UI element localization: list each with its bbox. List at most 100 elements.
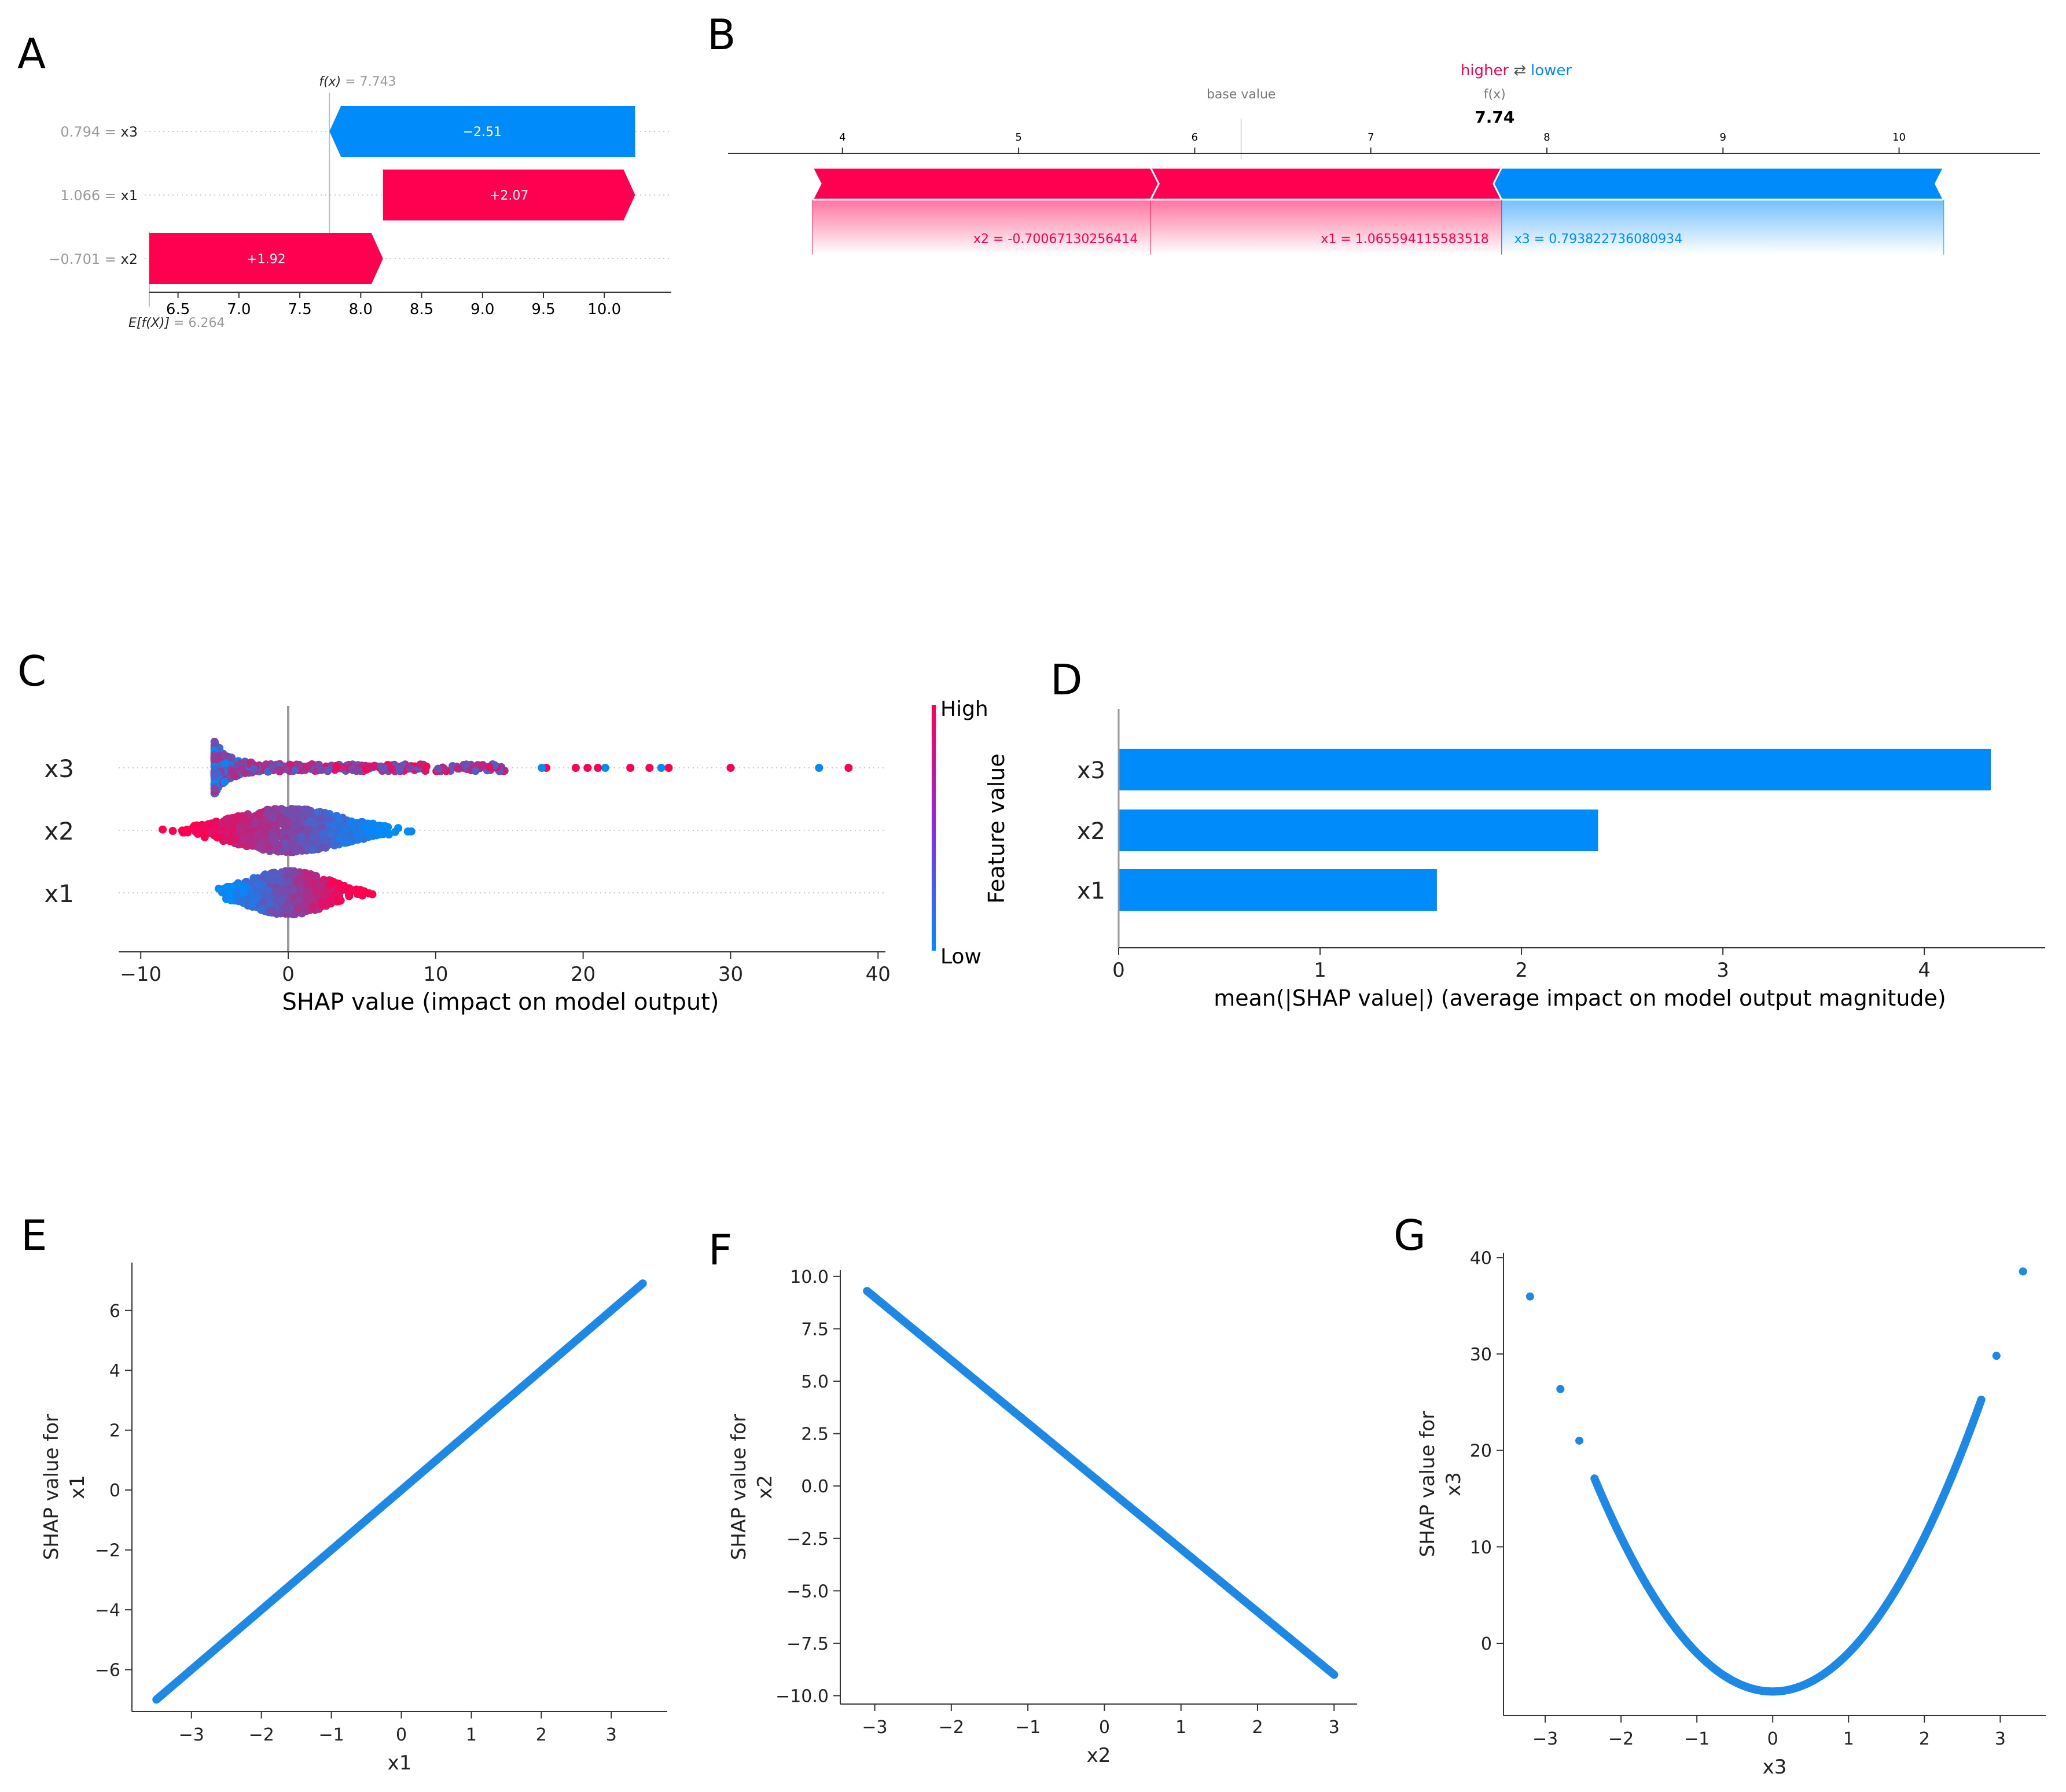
beeswarm-point-x1 [226,896,234,904]
feature-name: x2 [121,251,138,267]
x-tick-label: 8 [1543,131,1550,143]
beeswarm-point-x1 [265,899,274,908]
beeswarm-point-x1 [345,892,354,900]
beeswarm-point-x3 [227,753,236,762]
equals-sign: = [100,251,120,267]
y-axis-title-line1: SHAP value for [1416,1411,1439,1557]
dependence-point [1947,1474,1955,1483]
dependence-point [863,1287,872,1296]
y-tick-label: 20 [1470,1441,1492,1462]
beeswarm-point-x1 [284,877,292,885]
beeswarm-point-x3 [462,760,470,769]
x-tick-label: 0 [282,963,295,986]
beeswarm-point-x1 [262,891,271,900]
beeswarm-point-x2 [251,819,260,828]
beeswarm-point-x3 [210,784,219,793]
beeswarm-point-x1 [317,897,326,906]
beeswarm-point-x2 [236,823,244,832]
beeswarm-point-x2 [281,808,290,816]
x-tick-label: −2 [249,1725,274,1745]
beeswarm-point-x2 [207,828,215,837]
beeswarm-point-x2 [247,838,256,847]
base-label: E[f(X)] [128,316,170,330]
beeswarm-point-x2 [394,824,402,833]
beeswarm-point-x3 [645,764,654,772]
panel-label-f: F [708,1226,732,1274]
y-axis-title-line2: x2 [753,1475,777,1499]
force-segment [811,167,1160,201]
y-axis-title-line1: SHAP value for [40,1414,63,1560]
dependence-point [889,1309,898,1318]
x-tick-label: 4 [1918,959,1931,982]
fx-value: 7.74 [1475,108,1514,127]
beeswarm-point-x2 [290,834,299,842]
beeswarm-point-x2 [296,845,304,853]
beeswarm-point-x2 [180,828,189,837]
panel-label-c: C [17,647,46,696]
x-tick-label: 8.0 [349,301,373,318]
x-tick-label: 3 [1716,959,1729,982]
y-tick-label: 0 [1481,1634,1492,1654]
x-tick-label: −1 [318,1725,344,1745]
x-tick-label: 2 [1919,1729,1930,1749]
beeswarm-point-x2 [316,814,325,823]
feature-name: x3 [121,124,138,140]
beeswarm-point-x3 [230,772,239,781]
x-tick-label: 2 [536,1725,547,1745]
y-tick-label: −2 [95,1541,120,1561]
beeswarm-point-x3 [626,764,635,772]
beeswarm-point-x3 [538,764,546,772]
beeswarm-point-x3 [276,766,285,775]
beeswarm-point-x1 [253,880,262,888]
beeswarm-point-x2 [340,838,349,847]
x-tick-label: 4 [839,131,845,143]
beeswarm-point-x2 [264,842,273,851]
beeswarm-point-x1 [308,903,317,911]
force-legend: higher ⇄ lower [1461,62,1572,79]
y-axis-title-line1: SHAP value for [727,1414,751,1560]
y-tick-label: 7.5 [801,1319,829,1340]
beeswarm-point-x2 [334,815,343,823]
beeswarm-point-x2 [373,822,382,830]
beeswarm-point-x2 [407,827,416,836]
y-axis-title-line2: x1 [66,1475,89,1499]
legend-arrow: ⇄ [1513,62,1526,79]
colorbar-low-label: Low [940,945,981,969]
beeswarm-point-x2 [288,840,296,849]
fx-label: f(x) [1484,87,1506,102]
beeswarm-point-x3 [439,764,448,772]
x-tick-label: 30 [718,963,743,986]
panel-label-d: D [1050,656,1082,704]
beeswarm-point-x3 [471,767,480,775]
x-tick-label: 1 [1175,1717,1186,1738]
beeswarm-point-x2 [304,825,313,834]
beeswarm-point-x3 [365,762,374,771]
x-tick-label: −3 [1532,1729,1558,1749]
beeswarm-point-x3 [332,762,341,771]
x-tick-label: 2 [1515,959,1528,982]
beeswarm-point-x2 [366,822,374,830]
beeswarm-point-x2 [231,834,240,843]
waterfall-bar-x2 [149,233,383,284]
legend-higher: higher [1461,62,1509,79]
y-axis-title-line2: x3 [1442,1472,1465,1496]
force-segment-label: x2 = -0.70067130256414 [973,232,1138,246]
mean-abs-bar-plot: x3 x2 x1 0 1 2 3 4 mean(|SHAP value|) (average i… [1077,709,2045,1011]
x-tick-label: 20 [571,963,595,986]
beeswarm-point-x3 [406,764,414,773]
force-segment [1149,167,1511,201]
feature-label-x2: x2 [44,817,74,845]
beeswarm-point-x2 [227,817,236,826]
feature-value: −0.701 [49,251,100,267]
x-tick-label: 9 [1720,131,1726,143]
beeswarm-point-x1 [248,900,257,908]
beeswarm-point-x2 [204,820,212,829]
beeswarm-point-x1 [267,906,276,915]
beeswarm-point-x1 [303,870,311,879]
beeswarm-point-x1 [335,884,344,892]
beeswarm-point-x3 [594,764,602,772]
x-tick-label: 6.5 [166,301,190,318]
beeswarm-point-x3 [583,764,592,772]
